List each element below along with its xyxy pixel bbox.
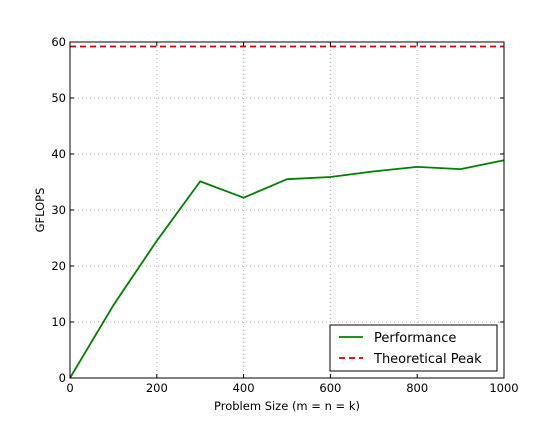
- grid-lines: [70, 42, 504, 378]
- x-tick-label: 600: [319, 381, 341, 395]
- y-tick-label: 30: [51, 203, 66, 217]
- x-tick-label: 1000: [489, 381, 518, 395]
- y-tick-label: 60: [51, 35, 66, 49]
- plot-series: [69, 45, 505, 379]
- x-tick-label: 0: [66, 381, 73, 395]
- y-tick-label: 10: [51, 315, 66, 329]
- y-tick-label: 20: [51, 259, 66, 273]
- axis-ticks: 0 200 400 600 800 1000 0 10 20 30 40 50 60: [51, 35, 518, 395]
- legend-box: [329, 324, 498, 372]
- y-tick-label: 0: [59, 371, 66, 385]
- y-axis-label: GFLOPS: [33, 188, 47, 233]
- legend: Performance Theoretical Peak: [329, 324, 498, 372]
- legend-label: Theoretical Peak: [373, 352, 482, 367]
- x-tick-label: 800: [406, 381, 428, 395]
- x-tick-label: 200: [146, 381, 168, 395]
- x-axis-label: Problem Size (m = n = k): [214, 399, 360, 413]
- x-tick-label: 400: [233, 381, 255, 395]
- performance-line: [69, 159, 505, 379]
- y-tick-label: 40: [51, 147, 66, 161]
- legend-label: Performance: [374, 331, 456, 346]
- y-tick-label: 50: [51, 91, 66, 105]
